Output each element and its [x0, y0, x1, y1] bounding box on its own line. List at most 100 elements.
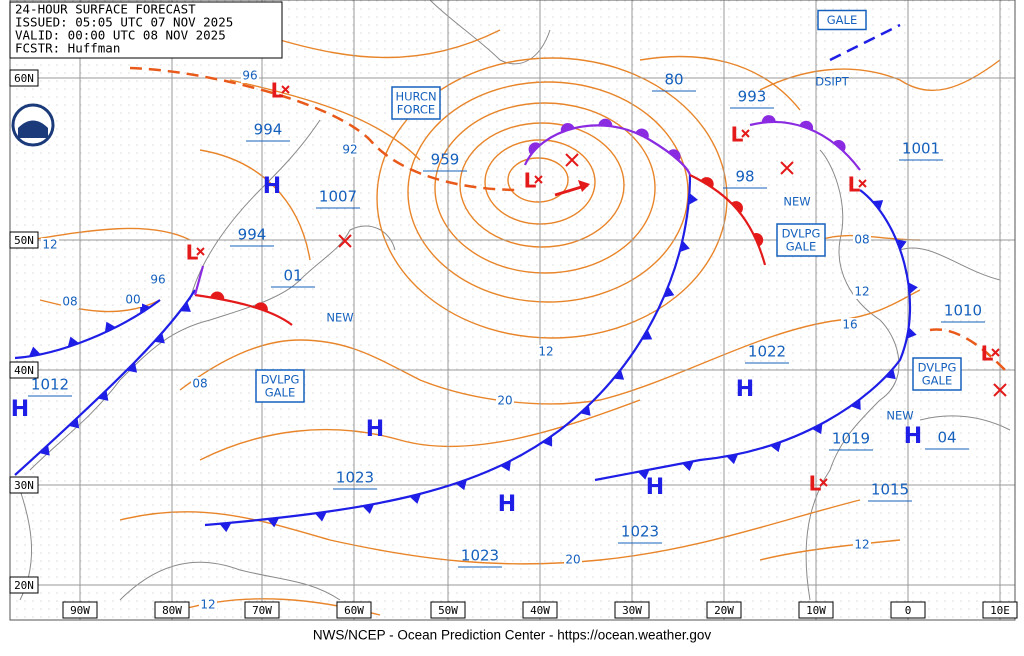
front-triangle [663, 286, 675, 298]
isobar-label-bg [853, 233, 871, 247]
lon-label: 40W [530, 604, 550, 617]
isobar-label-bg [853, 285, 871, 299]
isobar-label-bg [124, 293, 142, 307]
fronts [14, 23, 1006, 527]
low-x [741, 129, 750, 138]
coastlines [19, 0, 1011, 601]
pressure-label: 98 [735, 168, 754, 186]
high-center: H [11, 397, 29, 422]
lon-label: 10E [990, 604, 1010, 617]
lon-label-box [62, 601, 98, 619]
low-center: L [981, 342, 994, 366]
pressure-label: 994 [238, 226, 267, 244]
lon-label-box [706, 601, 742, 619]
noaa-logo-gull [18, 120, 48, 138]
lon-label-box [982, 601, 1018, 619]
lon-label: 20W [714, 604, 734, 617]
isobar-label-bg [199, 598, 217, 612]
lon-label: 30W [622, 604, 642, 617]
front-triangle [28, 346, 41, 357]
high-center: H [366, 417, 384, 442]
warning-box [776, 223, 826, 257]
lon-label-box [336, 601, 372, 619]
front-triangle [455, 479, 467, 491]
low-x [858, 179, 867, 188]
warning-text: GALE [786, 240, 816, 254]
isobar-label: 08 [62, 295, 77, 309]
front-triangle [613, 369, 625, 380]
front-semicircle [833, 140, 846, 152]
front-triangle [637, 469, 650, 480]
isobar-label-bg [41, 238, 59, 252]
front-semicircle [635, 128, 649, 139]
warning-box [912, 357, 962, 391]
pressure-label: 1007 [319, 188, 357, 206]
front-triangle [219, 522, 232, 533]
warning-text: GALE [827, 13, 857, 27]
front-triangle [67, 336, 80, 348]
lon-label: 70W [252, 604, 272, 617]
warning-text: DVLPG [261, 373, 300, 387]
low-center: L [809, 472, 822, 496]
isobar-label: 20 [565, 553, 580, 567]
lat-label: 20N [14, 579, 34, 592]
dissipating-front [129, 66, 521, 192]
front-semicircle [799, 120, 814, 131]
front-triangle [770, 441, 782, 453]
front-triangle [895, 239, 907, 251]
pressure-label: 80 [664, 71, 683, 89]
front-triangle [409, 493, 422, 504]
pressure-label: 1001 [902, 140, 940, 158]
low-x [819, 478, 828, 487]
low-x [991, 348, 1000, 357]
lat-label: 40N [14, 364, 34, 377]
front-triangle [140, 302, 151, 314]
note: NEW [783, 195, 810, 209]
pressure-label: 1023 [621, 523, 659, 541]
note: NEW [886, 409, 913, 423]
isobar-label-bg [564, 553, 582, 567]
high-center: H [498, 492, 516, 517]
isobar-label-bg [241, 69, 259, 83]
front-triangle [362, 503, 375, 514]
pressure-label: 1023 [461, 547, 499, 565]
isobar-label: 12 [42, 238, 57, 252]
old-low-x [993, 383, 1007, 397]
front-semicircle [761, 115, 776, 123]
front-triangle [154, 332, 165, 344]
lon-label-box [154, 601, 190, 619]
front-triangle [726, 454, 739, 465]
occluded-front [523, 124, 692, 176]
high-center: H [646, 475, 664, 500]
lat-label: 50N [14, 234, 34, 247]
header-line: 24-HOUR SURFACE FORECAST [15, 2, 196, 17]
front-triangle [68, 417, 80, 429]
isobar-label: 12 [200, 598, 215, 612]
pressure-label: 1015 [871, 481, 909, 499]
lon-label: 0 [905, 604, 912, 617]
pressure-label: 1022 [748, 343, 786, 361]
header-line: VALID: 00:00 UTC 08 NOV 2025 [15, 28, 226, 43]
warning-text: GALE [265, 386, 295, 400]
lat-label-box [9, 576, 39, 594]
lat-label-box [9, 476, 39, 494]
low-center: L [271, 79, 284, 103]
lon-label: 50W [438, 604, 458, 617]
front-semicircle [254, 302, 268, 312]
dissipating-front [929, 328, 1006, 371]
low-x [281, 85, 290, 94]
front-triangle [906, 327, 917, 339]
header-box [9, 1, 283, 59]
isobar-label-bg [149, 273, 167, 287]
isobar-label-bg [841, 318, 859, 332]
front-triangle [872, 200, 884, 211]
front-triangle [688, 192, 698, 205]
forecast-front [829, 23, 901, 62]
front-semicircle [528, 142, 541, 155]
front-semicircle [753, 233, 764, 247]
warning-box [391, 86, 441, 120]
isobar-label: 00 [125, 293, 140, 307]
warning-text: HURCN [395, 90, 436, 104]
high-center: H [904, 424, 922, 449]
